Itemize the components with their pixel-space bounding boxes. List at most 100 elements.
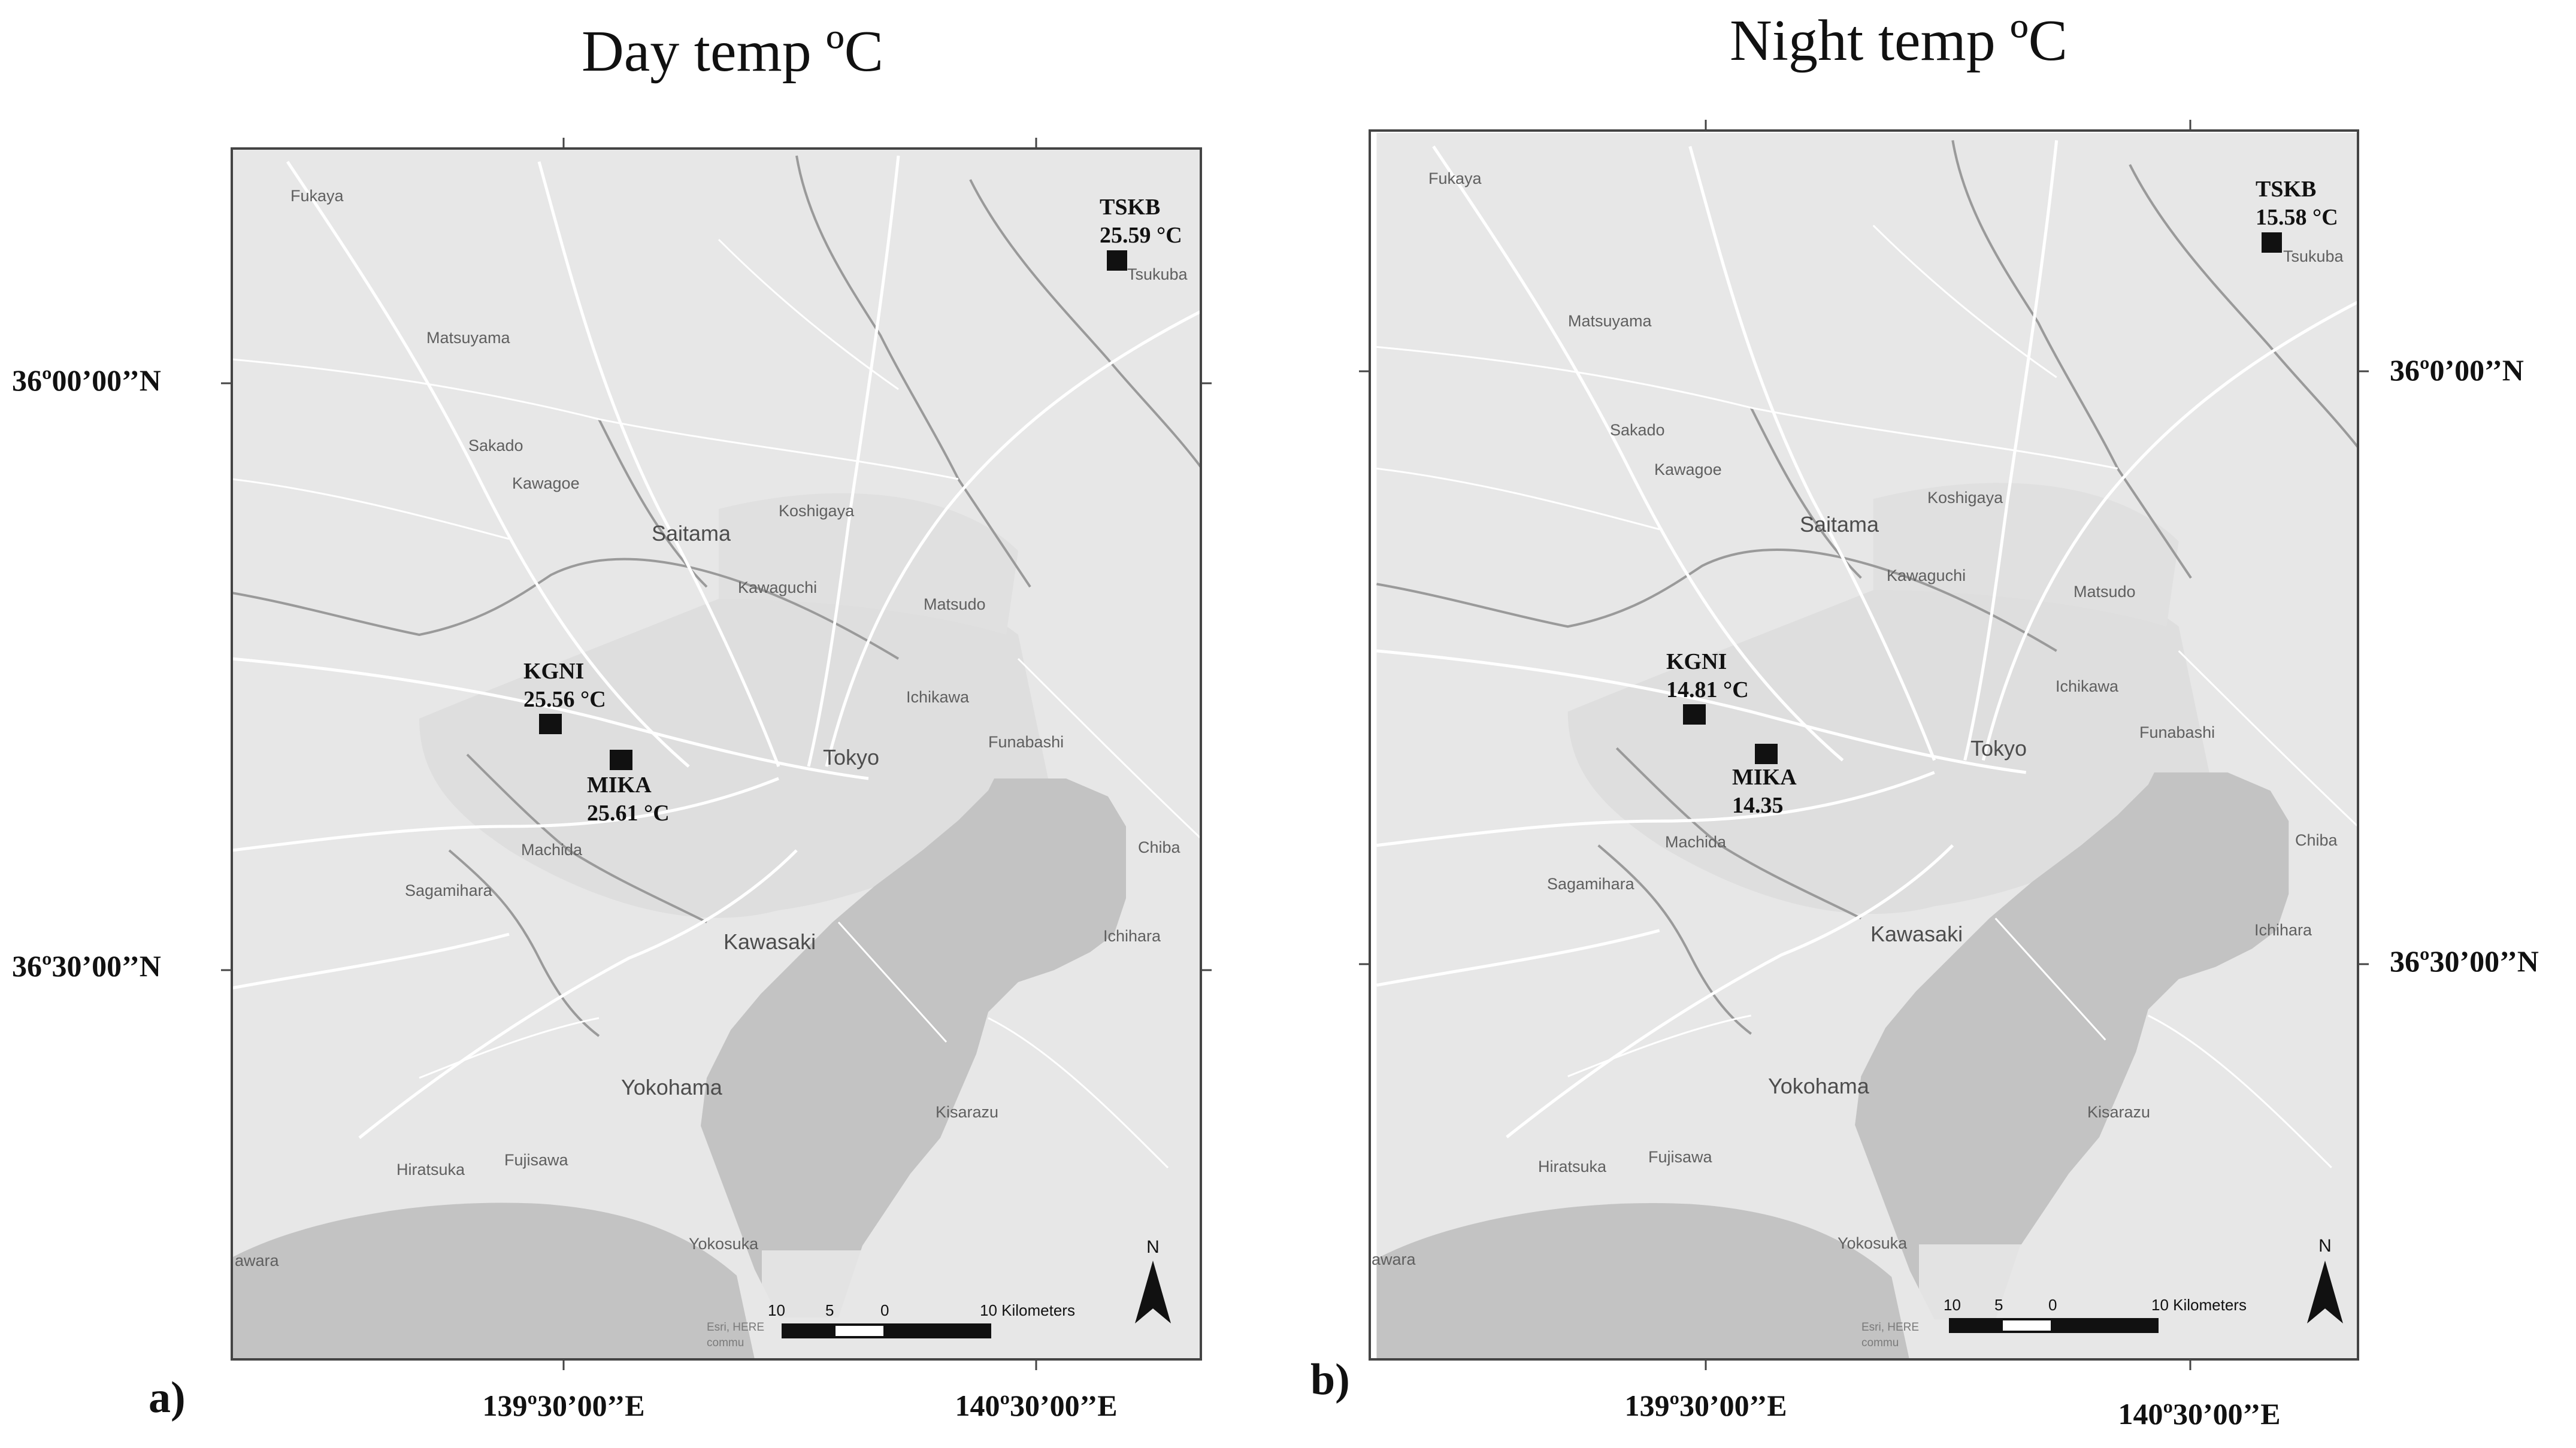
station-mika-value: 25.61 °C (587, 801, 670, 826)
place-machida: Machida (521, 841, 583, 859)
scale-tick-10: 10 (768, 1301, 785, 1319)
station-mika-b-marker (1755, 744, 1778, 764)
station-mika-b-name: MIKA (1732, 765, 1797, 790)
place-odawara: awara (235, 1252, 280, 1270)
place-tokyo-b: Tokyo (1970, 736, 2027, 761)
panel-a-label: a) (149, 1373, 186, 1422)
place-funabashi: Funabashi (988, 733, 1064, 751)
panel-b-label: b) (1310, 1355, 1350, 1404)
place-tsukuba-b: Tsukuba (2283, 247, 2344, 265)
place-kawaguchi: Kawaguchi (738, 578, 817, 596)
north-b-label: N (2318, 1236, 2332, 1256)
panel-a-stations: TSKB 25.59 °C KGNI 25.56 °C MIKA 25.61 °… (523, 195, 1182, 826)
panel-b-lat-36-00: 36º0’00’’N (2390, 353, 2524, 387)
place-funabashi-b: Funabashi (2139, 723, 2215, 741)
panel-a-places: Fukaya Matsuyama Sakado Kawagoe Saitama … (235, 187, 1188, 1270)
scale-b-tick-5: 5 (1994, 1296, 2003, 1314)
place-kawaguchi-b: Kawaguchi (1887, 567, 1966, 584)
place-odawara-b: awara (1372, 1250, 1416, 1268)
place-fukaya-b: Fukaya (1428, 169, 1482, 187)
station-kgni-name: KGNI (523, 659, 584, 684)
station-mika-name: MIKA (587, 773, 652, 798)
place-yokosuka: Yokosuka (689, 1235, 759, 1253)
place-yokohama-b: Yokohama (1768, 1074, 1870, 1098)
place-kisarazu: Kisarazu (936, 1103, 998, 1121)
panel-a: Day temp ºC Fukaya Matsuyama Sakado Kawa… (12, 19, 1212, 1422)
place-sagamihara: Sagamihara (405, 881, 493, 899)
panel-b: Night temp ºC Fukaya Matsuyama Sakado Ka… (1310, 8, 2539, 1431)
station-kgni-b-marker (1683, 704, 1706, 725)
place-kawagoe: Kawagoe (512, 474, 580, 492)
place-machida-b: Machida (1665, 833, 1727, 851)
place-chiba-b: Chiba (2295, 831, 2338, 849)
place-hiratsuka: Hiratsuka (396, 1161, 465, 1179)
north-arrow-b-icon (2307, 1261, 2343, 1323)
panel-b-lon-139-30: 139º30’00’’E (1624, 1389, 1787, 1422)
place-tokyo: Tokyo (823, 745, 879, 770)
credit-b-community: commu (1861, 1337, 1899, 1349)
station-tskb-b-name: TSKB (2256, 177, 2316, 202)
panel-b-north-arrow: N (2307, 1236, 2343, 1323)
panel-a-lon-140-30: 140º30’00’’E (955, 1389, 1117, 1422)
station-mika-b-value: 14.35 (1732, 793, 1784, 818)
place-saitama: Saitama (652, 521, 731, 546)
place-matsuyama: Matsuyama (426, 329, 511, 347)
panel-b-basemap: Fukaya Matsuyama Sakado Kawagoe Saitama … (1372, 133, 2365, 1359)
station-kgni-value: 25.56 °C (523, 687, 606, 712)
scale-tick-0: 0 (880, 1301, 889, 1319)
place-tsukuba: Tsukuba (1127, 265, 1188, 283)
place-saitama-b: Saitama (1800, 512, 1879, 537)
panel-a-frame (231, 147, 1202, 1361)
station-tskb-b-value: 15.58 °C (2256, 205, 2338, 230)
place-ichikawa-b: Ichikawa (2056, 677, 2119, 695)
north-label: N (1146, 1237, 1160, 1257)
scale-b-tick-10: 10 (1944, 1296, 1961, 1314)
station-tskb-value: 25.59 °C (1100, 223, 1182, 248)
panel-a-title: Day temp ºC (582, 19, 883, 84)
station-mika-marker (610, 750, 632, 770)
panel-b-title: Night temp ºC (1730, 8, 2068, 73)
panel-a-lat-36-00: 36º00’00’’N (12, 363, 161, 397)
panel-b-frame (1369, 129, 2359, 1361)
scale-tick-5: 5 (825, 1301, 834, 1319)
scale-b-tick-km: 10 Kilometers (2151, 1296, 2247, 1314)
panel-b-lat-36-30: 36º30’00’’N (2390, 944, 2539, 978)
station-tskb-b-marker (2262, 232, 2282, 253)
scale-tick-km: 10 Kilometers (980, 1301, 1075, 1319)
panel-a-scale-bar: 10 5 0 10 Kilometers (762, 1250, 1075, 1359)
place-fujisawa: Fujisawa (504, 1151, 569, 1169)
place-ichikawa: Ichikawa (906, 688, 970, 706)
place-sakado: Sakado (468, 437, 523, 455)
place-ichihara: Ichihara (1103, 927, 1161, 945)
place-sakado-b: Sakado (1610, 421, 1665, 439)
place-kawasaki-b: Kawasaki (1870, 922, 1963, 946)
panel-a-basemap: Fukaya Matsuyama Sakado Kawagoe Saitama … (232, 149, 1201, 1359)
panel-a-lon-139-30: 139º30’00’’E (482, 1389, 644, 1422)
place-matsuyama-b: Matsuyama (1568, 312, 1652, 330)
place-koshigaya: Koshigaya (779, 502, 855, 520)
panel-a-north-arrow: N (1135, 1237, 1171, 1323)
place-chiba: Chiba (1138, 838, 1181, 856)
panel-b-stations: TSKB 15.58 °C KGNI 14.81 °C MIKA 14.35 (1666, 177, 2338, 818)
place-sagamihara-b: Sagamihara (1547, 875, 1635, 893)
place-hiratsuka-b: Hiratsuka (1538, 1158, 1607, 1176)
panel-a-lat-36-30: 36º30’00’’N (12, 949, 161, 983)
place-koshigaya-b: Koshigaya (1927, 489, 2003, 507)
place-kawasaki: Kawasaki (724, 929, 816, 954)
station-kgni-marker (539, 714, 562, 734)
panel-b-lon-140-30: 140º30’00’’E (2118, 1397, 2280, 1431)
credit-esri: Esri, HERE (707, 1321, 764, 1334)
place-fukaya: Fukaya (290, 187, 344, 205)
north-arrow-icon (1135, 1261, 1171, 1323)
place-yokohama: Yokohama (621, 1075, 723, 1099)
place-ichihara-b: Ichihara (2254, 921, 2312, 939)
place-matsudo-b: Matsudo (2073, 583, 2136, 601)
station-tskb-marker (1107, 250, 1127, 271)
credit-b-esri: Esri, HERE (1861, 1321, 1919, 1334)
place-kisarazu-b: Kisarazu (2087, 1103, 2150, 1121)
station-kgni-b-name: KGNI (1666, 649, 1727, 674)
panel-b-places: Fukaya Matsuyama Sakado Kawagoe Saitama … (1372, 169, 2344, 1268)
place-kawagoe-b: Kawagoe (1654, 461, 1722, 478)
credit-community: commu (707, 1337, 744, 1349)
